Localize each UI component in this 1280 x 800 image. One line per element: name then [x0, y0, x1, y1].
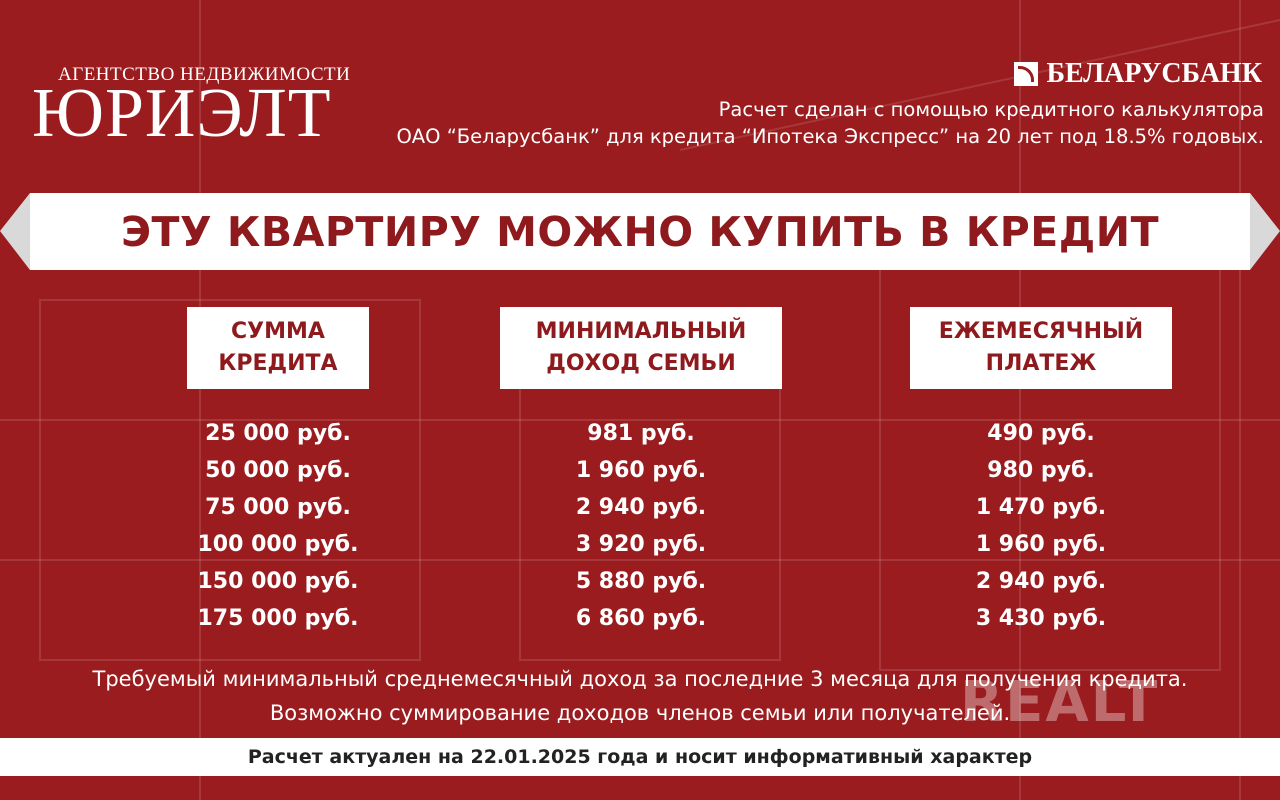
- cell: 50 000 руб.: [205, 458, 351, 483]
- column-min-income: МИНИМАЛЬНЫЙ ДОХОД СЕМЬИ 981 руб. 1 960 р…: [500, 307, 782, 637]
- cell: 100 000 руб.: [197, 532, 359, 557]
- cell: 75 000 руб.: [205, 495, 351, 520]
- calc-note-line2: ОАО “Беларусбанк” для кредита “Ипотека Э…: [396, 125, 1264, 148]
- income-note: Требуемый минимальный среднемесячный дох…: [0, 662, 1280, 730]
- cell: 6 860 руб.: [575, 606, 707, 631]
- header-line: ЕЖЕМЕСЯЧНЫЙ: [938, 319, 1144, 344]
- cell: 1 960 руб.: [975, 532, 1107, 557]
- cell: 2 940 руб.: [975, 569, 1107, 594]
- bank-name: БЕЛАРУСБАНК: [1046, 58, 1262, 89]
- header-line: ДОХОД СЕМЬИ: [546, 351, 736, 376]
- realt-watermark: REALT: [960, 670, 1160, 735]
- footer-bar: Расчет актуален на 22.01.2025 года и нос…: [0, 738, 1280, 776]
- bank-logo: БЕЛАРУСБАНК: [1014, 58, 1262, 90]
- column-monthly-payment: ЕЖЕМЕСЯЧНЫЙ ПЛАТЕЖ 490 руб. 980 руб. 1 4…: [910, 307, 1172, 637]
- footer-text: Расчет актуален на 22.01.2025 года и нос…: [247, 746, 1033, 768]
- cell: 1 960 руб.: [575, 458, 707, 483]
- cell: 981 руб.: [587, 421, 695, 446]
- agency-logo: ЮРИЭЛТ: [32, 75, 332, 152]
- header-line: СУММА: [231, 319, 325, 344]
- cell: 25 000 руб.: [205, 421, 351, 446]
- column-header: ЕЖЕМЕСЯЧНЫЙ ПЛАТЕЖ: [910, 307, 1172, 389]
- cell: 980 руб.: [987, 458, 1095, 483]
- banner-title: ЭТУ КВАРТИРУ МОЖНО КУПИТЬ В КРЕДИТ: [120, 207, 1160, 256]
- calc-note-line1: Расчет сделан с помощью кредитного кальк…: [718, 98, 1264, 121]
- ribbon-fold-right: [1250, 193, 1280, 270]
- ribbon-fold-left: [0, 193, 30, 270]
- cell: 5 880 руб.: [575, 569, 707, 594]
- agency-subtitle: АГЕНТСТВО НЕДВИЖИМОСТИ: [58, 64, 351, 85]
- note-line1: Требуемый минимальный среднемесячный дох…: [92, 667, 1188, 691]
- cell: 1 470 руб.: [975, 495, 1107, 520]
- cell: 175 000 руб.: [197, 606, 359, 631]
- column-header: МИНИМАЛЬНЫЙ ДОХОД СЕМЬИ: [500, 307, 782, 389]
- belarusbank-logo-icon: [1014, 62, 1039, 86]
- header-line: КРЕДИТА: [218, 351, 338, 376]
- title-banner: ЭТУ КВАРТИРУ МОЖНО КУПИТЬ В КРЕДИТ: [30, 193, 1250, 270]
- column-header: СУММА КРЕДИТА: [187, 307, 369, 389]
- header-line: ПЛАТЕЖ: [985, 351, 1097, 376]
- calculation-note: Расчет сделан с помощью кредитного кальк…: [396, 96, 1264, 150]
- cell: 2 940 руб.: [575, 495, 707, 520]
- cell: 150 000 руб.: [197, 569, 359, 594]
- note-line2: Возможно суммирование доходов членов сем…: [269, 701, 1011, 725]
- column-loan-amount: СУММА КРЕДИТА 25 000 руб. 50 000 руб. 75…: [187, 307, 369, 637]
- cell: 3 920 руб.: [575, 532, 707, 557]
- cell: 490 руб.: [987, 421, 1095, 446]
- cell: 3 430 руб.: [975, 606, 1107, 631]
- header-line: МИНИМАЛЬНЫЙ: [535, 319, 747, 344]
